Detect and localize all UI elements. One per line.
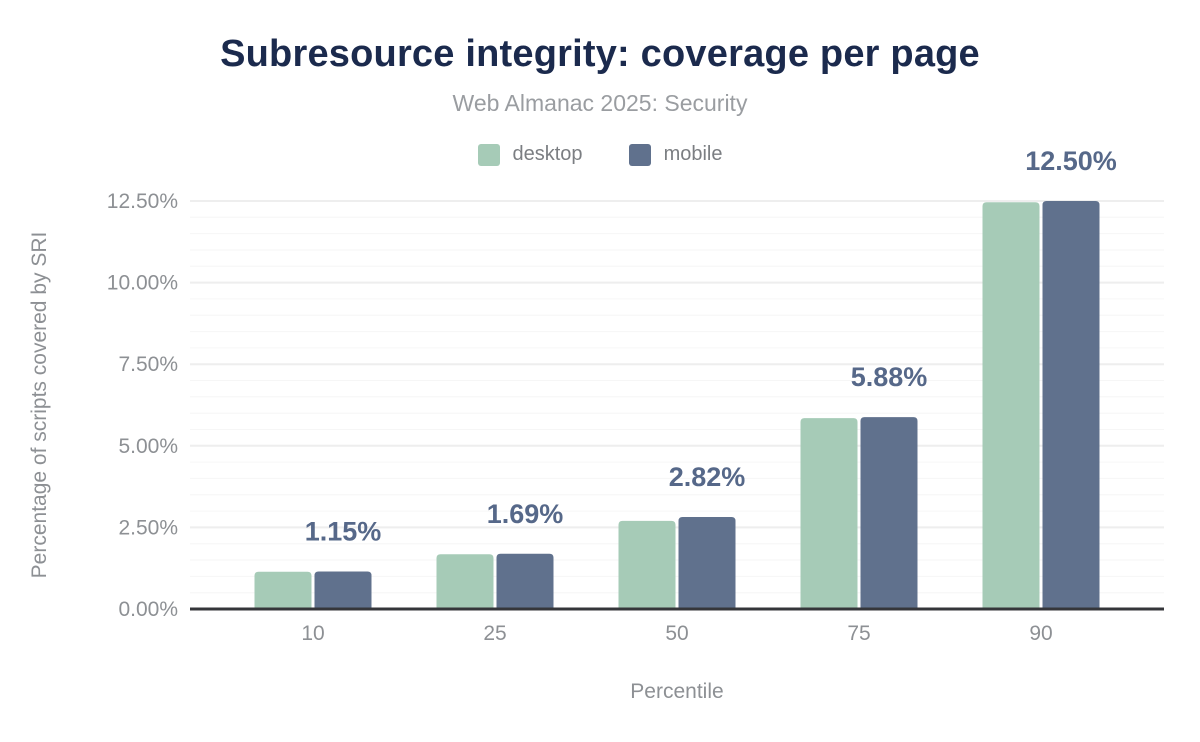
bar-value-label: 1.15% [305, 517, 382, 547]
legend-swatch-mobile-icon [628, 143, 651, 166]
chart-title: Subresource integrity: coverage per page [220, 33, 980, 75]
bar-mobile-p75 [860, 417, 918, 609]
legend-swatch-desktop-icon [477, 143, 500, 166]
bar-desktop-p50 [618, 520, 676, 609]
bar-desktop-p10 [254, 571, 312, 609]
y-axis-title: Percentage of scripts covered by SRI [28, 232, 51, 579]
bar-value-label: 12.50% [1025, 146, 1117, 176]
bar-desktop-p75 [800, 418, 858, 609]
y-tick-label: 5.00% [118, 435, 178, 458]
bar-mobile-p50 [678, 517, 736, 609]
legend-item-desktop: desktop [477, 143, 583, 166]
x-tick-label: 25 [483, 622, 506, 645]
y-tick-label: 10.00% [107, 272, 178, 295]
bar-desktop-p90 [982, 202, 1040, 610]
bar-value-label: 5.88% [851, 362, 928, 392]
x-axis-title: Percentile [630, 680, 723, 703]
legend-label-desktop: desktop [512, 143, 583, 165]
x-tick-label: 90 [1029, 622, 1052, 645]
legend: desktop mobile [0, 143, 1200, 166]
bar-mobile-p25 [496, 553, 554, 609]
x-tick-label: 10 [301, 622, 324, 645]
legend-label-mobile: mobile [663, 143, 723, 165]
bar-value-label: 1.69% [487, 499, 564, 529]
bar-mobile-p90 [1042, 201, 1100, 609]
y-tick-label: 2.50% [118, 516, 178, 539]
y-tick-label: 7.50% [118, 353, 178, 376]
y-tick-label: 12.50% [107, 190, 178, 213]
legend-item-mobile: mobile [628, 143, 723, 166]
y-tick-label: 0.00% [118, 598, 178, 621]
bar-mobile-p10 [314, 571, 372, 609]
bar-value-label: 2.82% [669, 462, 746, 492]
x-tick-label: 50 [665, 622, 688, 645]
bar-desktop-p25 [436, 554, 494, 609]
x-tick-label: 75 [847, 622, 870, 645]
chart-subtitle: Web Almanac 2025: Security [452, 90, 748, 116]
